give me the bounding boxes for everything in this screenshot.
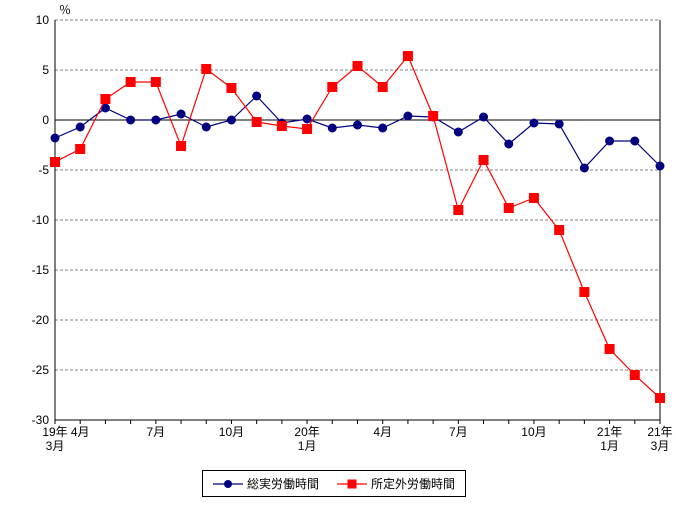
svg-text:5: 5 <box>42 63 49 77</box>
svg-text:20年: 20年 <box>294 425 319 439</box>
svg-text:21年: 21年 <box>647 425 672 439</box>
svg-text:-15: -15 <box>32 263 50 277</box>
svg-text:3月: 3月 <box>651 439 670 453</box>
legend: 総実労働時間 所定外労働時間 <box>202 470 466 497</box>
svg-text:7月: 7月 <box>449 425 468 439</box>
svg-text:1月: 1月 <box>600 439 619 453</box>
svg-text:-20: -20 <box>32 313 50 327</box>
svg-text:-25: -25 <box>32 363 50 377</box>
svg-text:3月: 3月 <box>46 439 65 453</box>
svg-text:4月: 4月 <box>373 425 392 439</box>
svg-text:-10: -10 <box>32 213 50 227</box>
svg-text:％: ％ <box>59 3 71 17</box>
chart-container: -30-25-20-15-10-5051019年3月4月7月10月20年1月4月… <box>0 0 676 505</box>
chart-svg: -30-25-20-15-10-5051019年3月4月7月10月20年1月4月… <box>0 0 676 505</box>
svg-text:21年: 21年 <box>597 425 622 439</box>
svg-text:0: 0 <box>42 113 49 127</box>
svg-text:4月: 4月 <box>71 425 90 439</box>
svg-text:-5: -5 <box>38 163 49 177</box>
legend-item-overtime: 所定外労働時間 <box>337 475 455 492</box>
svg-text:19年: 19年 <box>42 425 67 439</box>
svg-text:10月: 10月 <box>521 425 546 439</box>
svg-text:10: 10 <box>36 13 50 27</box>
legend-label-total: 総実労働時間 <box>247 475 319 492</box>
legend-item-total: 総実労働時間 <box>213 475 319 492</box>
svg-text:7月: 7月 <box>146 425 165 439</box>
svg-text:1月: 1月 <box>298 439 317 453</box>
svg-text:10月: 10月 <box>219 425 244 439</box>
legend-label-overtime: 所定外労働時間 <box>371 475 455 492</box>
